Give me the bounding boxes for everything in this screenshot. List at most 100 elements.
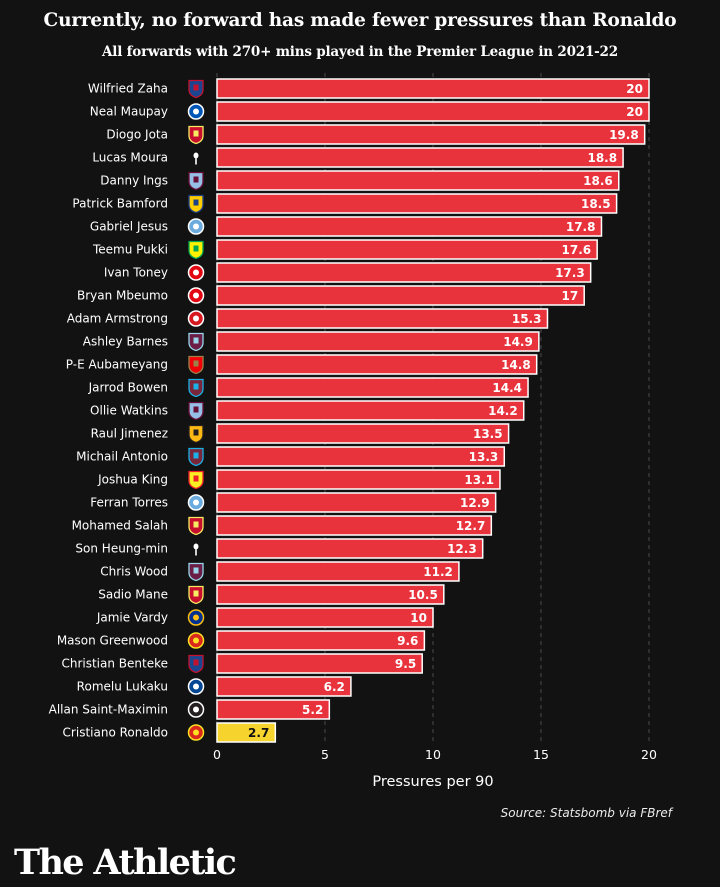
player-label-chris-wood: Chris Wood [100,565,168,579]
club-crest-icon [193,729,199,736]
bar-danny-ings [216,170,620,191]
value-label-neal-maupay: 20 [626,105,643,119]
player-label-cristiano-ronaldo: Cristiano Ronaldo [63,726,168,740]
value-label-son-heung-min: 12.3 [447,542,477,556]
club-crest-icon [193,152,199,159]
club-crest-icon [193,199,199,206]
chart-subtitle: All forwards with 270+ mins played in th… [102,44,618,60]
club-crest-icon [193,406,199,413]
club-crest-icon [193,590,199,597]
club-crest-icon [193,683,199,690]
value-label-jamie-vardy: 10 [410,611,427,625]
club-crest-icon [193,223,199,230]
value-label-danny-ings: 18.6 [583,174,613,188]
bar-wilfried-zaha [216,78,650,99]
bar-ferran-torres [216,492,497,513]
value-label-ashley-barnes: 14.9 [503,335,533,349]
bar-mohamed-salah [216,515,493,536]
player-label-jamie-vardy: Jamie Vardy [96,611,168,625]
club-crest-icon [193,475,199,482]
value-label-raul-jimenez: 13.5 [473,427,503,441]
pressures-bar-chart: Wilfried Zaha 20 Neal Maupay 20 Diogo Jota 19… [49,73,657,790]
player-label-christian-benteke: Christian Benteke [61,657,168,671]
club-crest-icon [195,158,197,165]
value-label-ollie-watkins: 14.2 [488,404,518,418]
player-label-son-heung-min: Son Heung-min [75,542,168,556]
value-label-chris-wood: 11.2 [423,565,453,579]
player-label-ivan-toney: Ivan Toney [104,266,168,280]
value-label-jarrod-bowen: 14.4 [492,381,522,395]
club-crest-icon [193,292,199,299]
club-crest-icon [195,549,197,556]
x-tick-label: 20 [641,747,657,762]
player-label-mohamed-salah: Mohamed Salah [72,519,168,533]
player-label-diogo-jota: Diogo Jota [106,128,168,142]
bar-son-heung-min [216,538,484,559]
value-label-teemu-pukki: 17.6 [562,243,592,257]
club-crest-icon [193,383,199,390]
value-label-diogo-jota: 19.8 [609,128,639,142]
bar-sadio-mane [216,584,445,605]
value-label-wilfried-zaha: 20 [626,82,643,96]
value-label-allan-saint-maximin: 5.2 [302,703,323,717]
player-label-p-e-aubameyang: P-E Aubameyang [66,358,168,372]
bar-michail-antonio [216,446,506,467]
club-crest-icon [193,176,199,183]
club-crest-icon [193,706,199,713]
club-crest-icon [193,360,199,367]
x-tick-label: 5 [321,747,329,762]
club-crest-icon [193,337,199,344]
club-crest-icon [193,245,199,252]
bar-ivan-toney [216,262,592,283]
chart-title: Currently, no forward has made fewer pre… [43,10,677,31]
bar-mason-greenwood [216,630,426,651]
bar-jamie-vardy [216,607,434,628]
club-crest-icon [193,499,199,506]
club-crest-icon [193,452,199,459]
value-label-bryan-mbeumo: 17 [561,289,578,303]
player-label-jarrod-bowen: Jarrod Bowen [88,381,168,395]
club-crest-icon [193,84,199,91]
value-label-p-e-aubameyang: 14.8 [501,358,531,372]
bar-adam-armstrong [216,308,549,329]
x-axis-label: Pressures per 90 [372,774,493,790]
player-label-sadio-mane: Sadio Mane [98,588,168,602]
x-tick-label: 0 [213,747,221,762]
player-label-teemu-pukki: Teemu Pukki [92,243,168,257]
bar-gabriel-jesus [216,216,603,237]
player-label-romelu-lukaku: Romelu Lukaku [77,680,168,694]
club-crest-icon [193,614,199,621]
player-label-danny-ings: Danny Ings [100,174,168,188]
club-crest-icon [193,521,199,528]
bar-ashley-barnes [216,331,540,352]
club-crest-icon [193,429,199,436]
player-label-joshua-king: Joshua King [97,473,168,487]
club-crest-icon [193,567,199,574]
bar-allan-saint-maximin [216,699,331,720]
the-athletic-logo: The Athletic [14,842,237,883]
club-crest-icon [193,543,199,550]
bar-christian-benteke [216,653,423,674]
club-crest-icon [193,108,199,115]
bar-raul-jimenez [216,423,510,444]
value-label-lucas-moura: 18.8 [587,151,617,165]
bar-teemu-pukki [216,239,598,260]
player-label-neal-maupay: Neal Maupay [90,105,168,119]
source-note: Source: Statsbomb via FBref [500,806,672,820]
club-crest-icon [193,269,199,276]
value-label-romelu-lukaku: 6.2 [324,680,345,694]
value-label-patrick-bamford: 18.5 [581,197,611,211]
bar-lucas-moura [216,147,624,168]
player-label-raul-jimenez: Raul Jimenez [91,427,168,441]
value-label-ivan-toney: 17.3 [555,266,585,280]
value-label-sadio-mane: 10.5 [408,588,438,602]
player-label-michail-antonio: Michail Antonio [76,450,168,464]
bar-jarrod-bowen [216,377,529,398]
player-label-ashley-barnes: Ashley Barnes [83,335,168,349]
bar-romelu-lukaku [216,676,352,697]
player-label-allan-saint-maximin: Allan Saint-Maximin [49,703,168,717]
x-tick-label: 10 [425,747,441,762]
value-label-ferran-torres: 12.9 [460,496,490,510]
value-label-adam-armstrong: 15.3 [512,312,542,326]
bar-ollie-watkins [216,400,525,421]
